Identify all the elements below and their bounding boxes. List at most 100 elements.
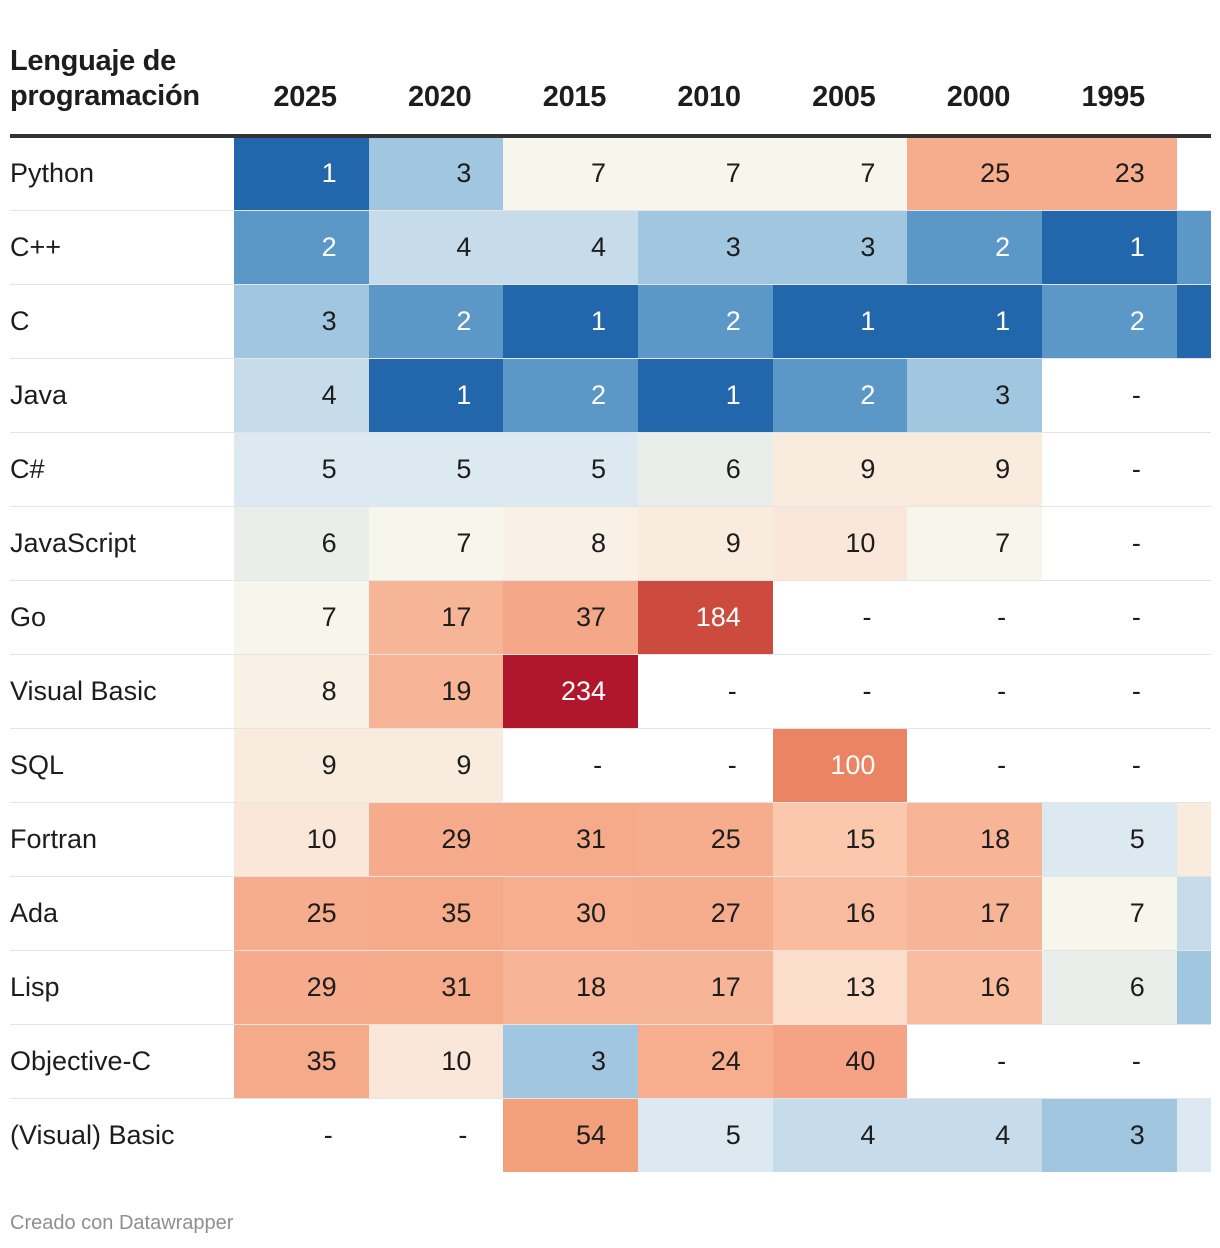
extra-color-cell xyxy=(1176,728,1211,803)
rank-cell: 1 xyxy=(368,358,504,433)
rank-cell: 4 xyxy=(503,210,639,285)
extra-color-cell xyxy=(1176,802,1211,877)
rank-cell: 25 xyxy=(907,136,1043,211)
language-label: Go xyxy=(10,580,234,655)
rank-cell: 2 xyxy=(772,358,908,433)
table-row: JavaScript 6 7 8 9 10 7- xyxy=(10,506,1211,581)
table-row: Fortran 10 29 31 25 15 18 5 xyxy=(10,802,1211,877)
extra-color-cell xyxy=(1176,284,1211,359)
column-header-year: 2010 xyxy=(638,44,773,138)
extra-color-cell xyxy=(1176,210,1211,285)
rank-cell: 4 xyxy=(772,1098,908,1172)
language-label: C++ xyxy=(10,210,234,285)
rank-cell: 5 xyxy=(1042,802,1177,877)
rank-cell: 3 xyxy=(638,210,773,285)
rank-cell: - xyxy=(1042,728,1177,803)
rank-cell: 3 xyxy=(234,284,369,359)
rank-cell: 19 xyxy=(368,654,504,729)
table-row: Python 1 3 7 7 7 25 23 xyxy=(10,136,1211,211)
rank-cell: 1 xyxy=(772,284,908,359)
language-label: Java xyxy=(10,358,234,433)
rank-cell: - xyxy=(1042,1024,1177,1099)
rank-cell: 4 xyxy=(368,210,504,285)
rank-cell: 15 xyxy=(772,802,908,877)
rank-cell: 9 xyxy=(234,728,369,803)
extra-color-cell xyxy=(1176,506,1211,581)
rank-cell: 2 xyxy=(638,284,773,359)
rank-cell: 2 xyxy=(368,284,504,359)
language-label: C# xyxy=(10,432,234,507)
rank-cell: 29 xyxy=(368,802,504,877)
rank-cell: - xyxy=(1042,432,1177,507)
rank-cell: 29 xyxy=(234,950,369,1025)
rank-cell: 25 xyxy=(234,876,369,951)
rank-cell: 7 xyxy=(234,580,369,655)
rank-cell: 35 xyxy=(234,1024,369,1099)
rank-cell: 37 xyxy=(503,580,639,655)
table-row: SQL 9 9- -100- - xyxy=(10,728,1211,803)
rank-cell: - xyxy=(368,1098,504,1172)
rank-cell: - xyxy=(1042,506,1177,581)
rank-cell: 1 xyxy=(907,284,1043,359)
rank-cell: - xyxy=(1042,580,1177,655)
column-header-year: 2000 xyxy=(907,44,1043,138)
rank-cell: 5 xyxy=(503,432,639,507)
column-header-year: 1995 xyxy=(1042,44,1177,138)
language-label: Ada xyxy=(10,876,234,951)
extra-color-cell xyxy=(1176,1098,1211,1172)
extra-color-cell xyxy=(1176,358,1211,433)
rank-cell: 234 xyxy=(503,654,639,729)
language-label: Lisp xyxy=(10,950,234,1025)
table-row: Objective-C 35 10 3 24 40- - xyxy=(10,1024,1211,1099)
language-label: Visual Basic xyxy=(10,654,234,729)
extra-color-cell xyxy=(1176,876,1211,951)
rank-cell: 6 xyxy=(638,432,773,507)
rank-cell: 7 xyxy=(772,136,908,211)
rank-cell: 2 xyxy=(1042,284,1177,359)
rank-cell: 1 xyxy=(1042,210,1177,285)
column-header-year: 2015 xyxy=(503,44,639,138)
rank-cell: - xyxy=(772,654,908,729)
rank-cell: 25 xyxy=(638,802,773,877)
rank-cell: 9 xyxy=(907,432,1043,507)
table-row: Ada 25 35 30 27 16 17 7 xyxy=(10,876,1211,951)
column-header-year: 2025 xyxy=(234,44,369,138)
rank-cell: 40 xyxy=(772,1024,908,1099)
rank-cell: 9 xyxy=(368,728,504,803)
rank-cell: 4 xyxy=(907,1098,1043,1172)
rank-cell: 13 xyxy=(772,950,908,1025)
rank-cell: 2 xyxy=(907,210,1043,285)
rank-table: Lenguaje de programación 2025 2020 2015 2010… xyxy=(10,44,1211,1172)
rank-cell: 8 xyxy=(503,506,639,581)
rank-cell: 7 xyxy=(638,136,773,211)
language-label: C xyxy=(10,284,234,359)
rank-cell: 27 xyxy=(638,876,773,951)
table-row: C# 5 5 5 6 9 9- xyxy=(10,432,1211,507)
rank-cell: 7 xyxy=(368,506,504,581)
rank-cell: 2 xyxy=(503,358,639,433)
rank-cell: - xyxy=(638,728,773,803)
rank-cell: 23 xyxy=(1042,136,1177,211)
rank-cell: 17 xyxy=(368,580,504,655)
rank-cell: 3 xyxy=(503,1024,639,1099)
rank-cell: 8 xyxy=(234,654,369,729)
rank-cell: 7 xyxy=(1042,876,1177,951)
rank-cell: 100 xyxy=(772,728,908,803)
rank-cell: 3 xyxy=(772,210,908,285)
table-header-row: Lenguaje de programación 2025 2020 2015 2010… xyxy=(10,44,1211,138)
column-header-year: 2020 xyxy=(368,44,504,138)
rank-cell: 54 xyxy=(503,1098,639,1172)
rank-cell: 3 xyxy=(907,358,1043,433)
table-row: Visual Basic 8 19 234- - - - xyxy=(10,654,1211,729)
rank-cell: 24 xyxy=(638,1024,773,1099)
language-label: (Visual) Basic xyxy=(10,1119,175,1150)
language-label: JavaScript xyxy=(10,506,234,581)
language-label: SQL xyxy=(10,728,234,803)
language-label: Python xyxy=(10,136,234,211)
rank-cell: 6 xyxy=(1042,950,1177,1025)
table-row: C++ 2 4 4 3 3 2 1 xyxy=(10,210,1211,285)
rank-cell: - xyxy=(907,580,1043,655)
column-header-extra xyxy=(1176,44,1211,138)
rank-cell: 7 xyxy=(503,136,639,211)
